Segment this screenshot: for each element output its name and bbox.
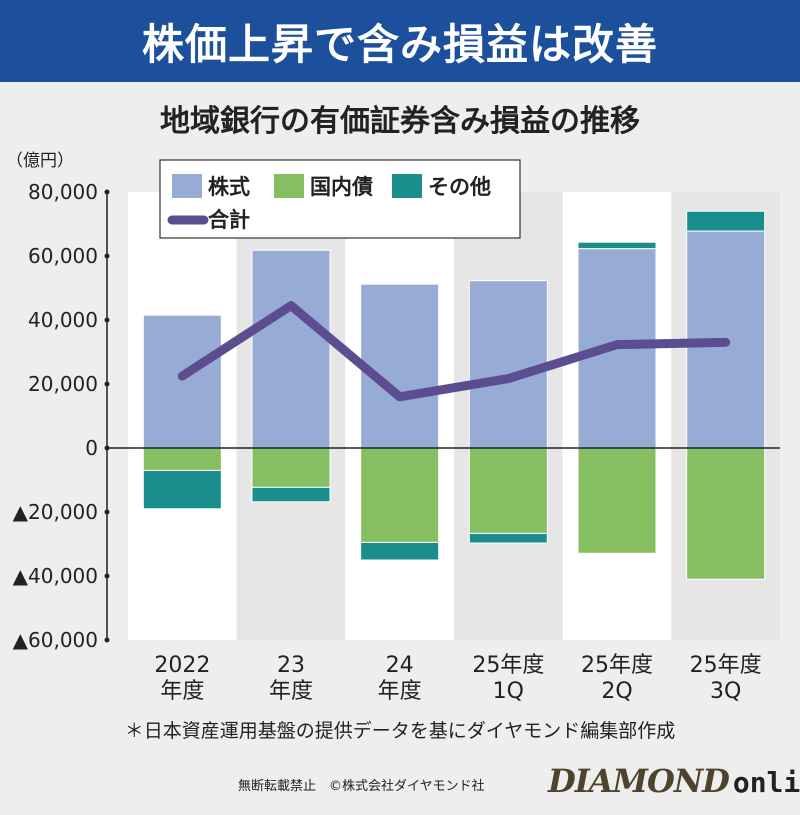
y-tick-mark	[104, 445, 110, 451]
x-tick-label: 25年度	[690, 653, 762, 678]
chart: 80,000 60,000 40,000 20,000 0 ▲20,000 ▲40,000 ▲…	[6, 151, 780, 704]
bar-segment	[142, 469, 222, 510]
bar-segment	[360, 447, 440, 543]
x-tick-label: 23	[277, 653, 305, 678]
y-tick-label: ▲60,000	[13, 628, 98, 652]
legend-label: 合計	[208, 208, 250, 232]
legend-swatch	[392, 174, 422, 198]
bar-segment	[142, 314, 222, 449]
x-tick-label: 年度	[160, 679, 204, 704]
x-tick-label: 25年度	[472, 653, 544, 678]
bar-segment	[686, 447, 766, 580]
legend-box	[159, 159, 521, 239]
bar-segment	[468, 447, 548, 534]
bar-segment	[577, 241, 657, 250]
y-tick-label: ▲40,000	[13, 564, 98, 588]
bar-segment	[142, 447, 222, 471]
banner-title: 株価上昇で含み損益は改善	[0, 0, 800, 82]
diamond-online-logo: DIAMONDonline	[548, 762, 800, 800]
chart-subtitle: 地域銀行の有価証券含み損益の推移	[160, 104, 640, 139]
y-axis: 80,000 60,000 40,000 20,000 0 ▲20,000 ▲40,000 ▲…	[13, 180, 110, 652]
bar-segment	[360, 541, 440, 561]
logo-online: online	[732, 766, 800, 799]
legend-swatch	[274, 174, 304, 198]
y-tick-mark	[104, 189, 110, 195]
x-tick-label: 2Q	[601, 679, 632, 704]
x-tick-label: 2022	[154, 653, 210, 678]
bar-segment	[686, 210, 766, 232]
y-tick-label: 60,000	[28, 244, 98, 268]
copyright: 無断転載禁止 ©株式会社ダイヤモンド社	[238, 779, 485, 794]
total-line	[177, 301, 731, 402]
source-note: ＊日本資産運用基盤の提供データを基にダイヤモンド編集部作成	[124, 720, 676, 742]
y-tick-mark	[104, 317, 110, 323]
legend-label: その他	[428, 175, 491, 199]
y-tick-mark	[104, 573, 110, 579]
y-tick-label: ▲20,000	[13, 500, 98, 524]
x-tick-label: 25年度	[581, 653, 653, 678]
y-unit-label: （億円）	[6, 151, 74, 171]
legend-swatch	[172, 174, 202, 198]
y-tick-label: 0	[85, 436, 98, 460]
y-tick-mark	[104, 637, 110, 643]
y-tick-label: 40,000	[28, 308, 98, 332]
logo-diamond: DIAMOND	[548, 762, 730, 800]
legend-label: 国内債	[310, 175, 373, 199]
column-bands	[128, 192, 780, 640]
bar-segment	[251, 486, 331, 503]
bar-segment	[251, 249, 331, 449]
bar-segment	[468, 532, 548, 544]
y-tick-mark	[104, 253, 110, 259]
y-tick-label: 80,000	[28, 180, 98, 204]
bar-segment	[360, 283, 440, 449]
x-tick-label: 年度	[269, 679, 313, 704]
legend-label: 株式	[208, 175, 250, 199]
y-tick-mark	[104, 509, 110, 515]
x-tick-label: 年度	[378, 679, 422, 704]
y-tick-label: 20,000	[28, 372, 98, 396]
y-tick-mark	[104, 381, 110, 387]
bars	[142, 210, 766, 580]
bar-segment	[468, 280, 548, 449]
x-tick-label: 24	[386, 653, 414, 678]
x-tick-label: 3Q	[710, 679, 741, 704]
bar-segment	[251, 447, 331, 488]
x-tick-label: 1Q	[493, 679, 524, 704]
bar-segment	[577, 447, 657, 554]
